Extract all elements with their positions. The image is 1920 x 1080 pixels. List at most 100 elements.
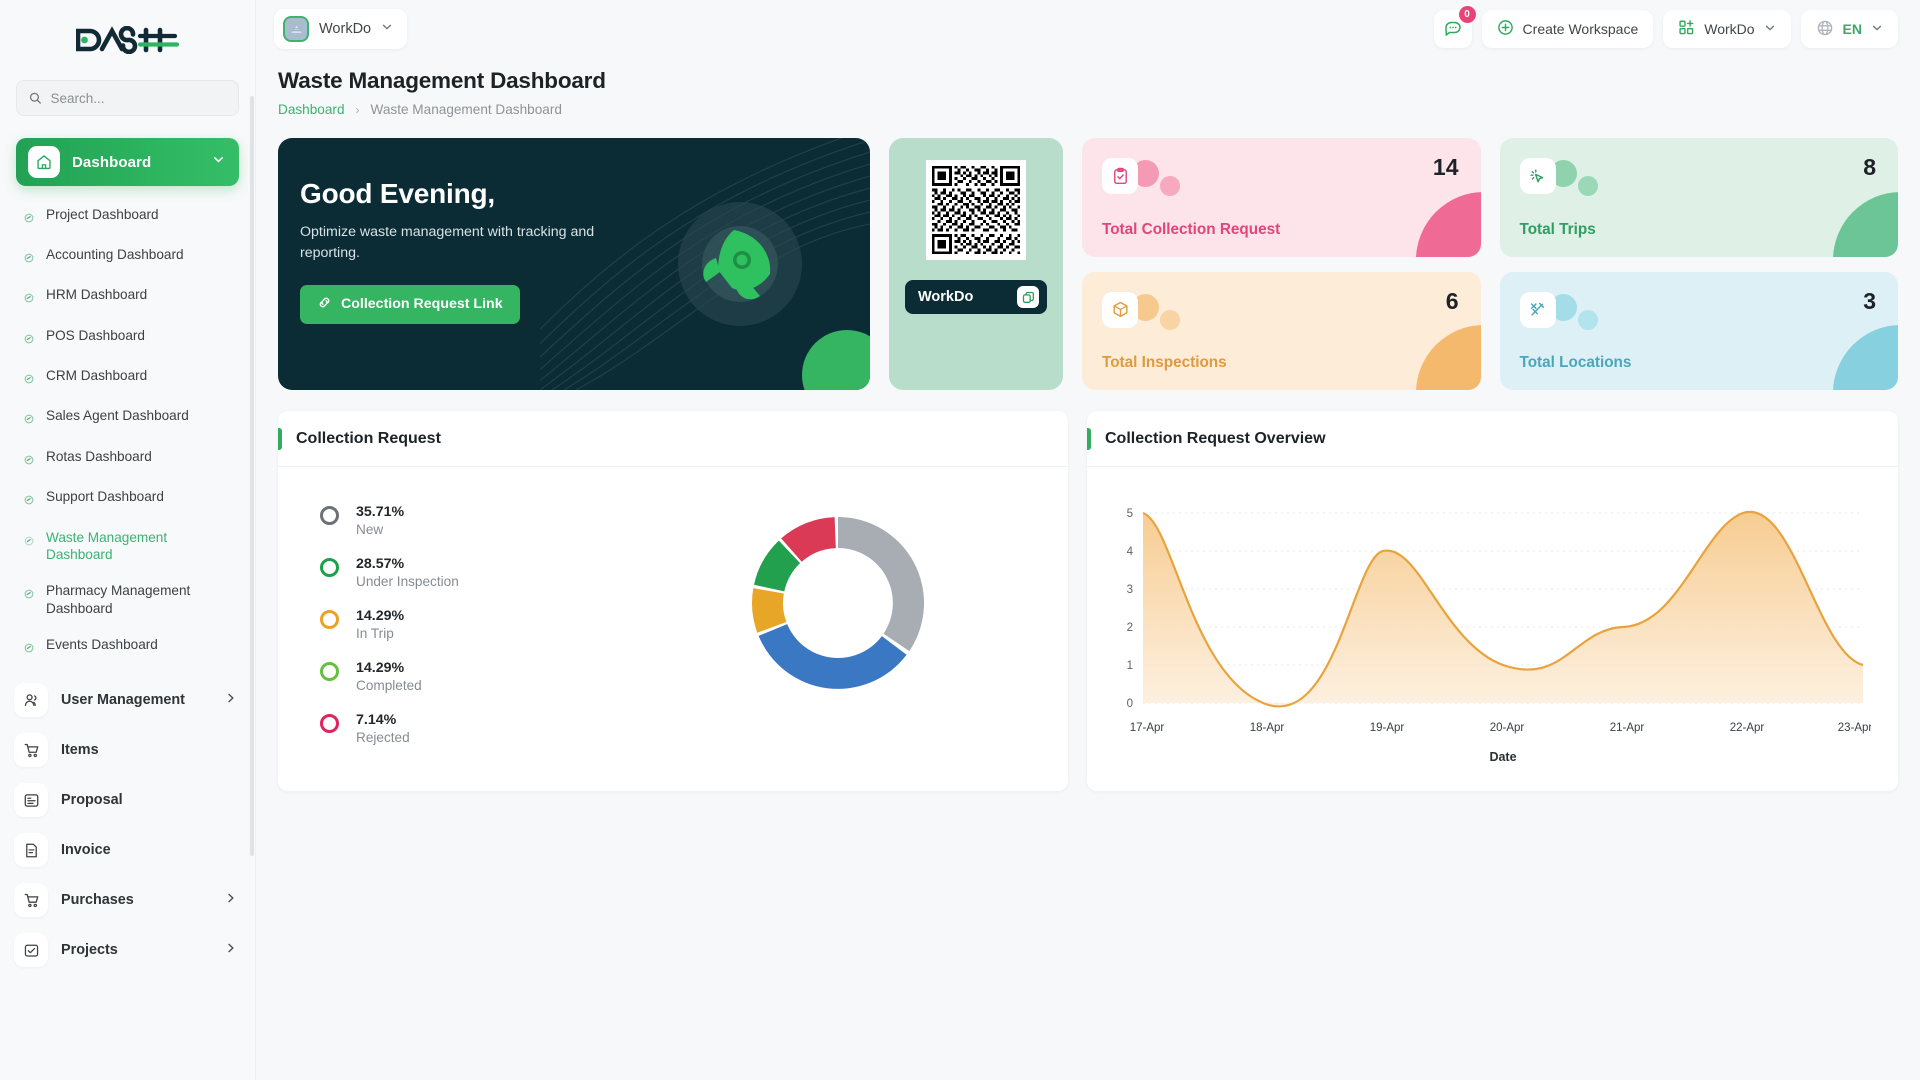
sidebar-subitem-label: CRM Dashboard [46,368,148,384]
donut-chart[interactable] [608,485,1068,785]
search-box[interactable] [16,80,239,116]
stat-label: Total Locations [1519,354,1632,371]
sidebar-item-items[interactable]: Items [0,725,255,775]
chevron-down-icon [212,153,225,171]
dash-logo-icon [76,26,179,54]
users-icon [14,683,48,718]
collection-request-overview-card: Collection Request Overview [1087,411,1898,791]
language-label: EN [1842,21,1862,37]
legend-marker-icon [320,610,339,629]
legend-label: Rejected [356,730,410,745]
overview-card-header: Collection Request Overview [1087,411,1898,466]
stat-label: Total Inspections [1102,354,1227,371]
sidebar-subitem-pos-dashboard[interactable]: POS Dashboard [0,317,255,357]
legend-item-completed[interactable]: 14.29% Completed [320,659,608,695]
decor-bubble [1160,176,1180,196]
building-icon [283,16,309,42]
search-input[interactable] [50,90,226,106]
stat-card-total-locations[interactable]: 3 Total Locations [1499,271,1898,390]
qr-card: WorkDo [889,138,1063,390]
page-header: Waste Management Dashboard Dashboard › W… [256,58,1920,117]
sidebar-subitem-rotas-dashboard[interactable]: Rotas Dashboard [0,438,255,478]
sidebar-item-label: User Management [61,692,185,709]
brand-logo[interactable] [0,0,255,80]
sidebar-subitem-events-dashboard[interactable]: Events Dashboard [0,627,255,667]
sidebar-item-proposal[interactable]: Proposal [0,775,255,825]
language-select[interactable]: EN [1800,10,1898,48]
legend-percent: 7.14% [356,712,397,728]
messages-button[interactable]: 0 [1433,6,1476,48]
sidebar-subitem-accounting-dashboard[interactable]: Accounting Dashboard [0,236,255,276]
legend-item-rejected[interactable]: 7.14% Rejected [320,711,608,747]
sidebar-item-dashboard[interactable]: Dashboard [16,138,239,186]
sidebar-item-user-management[interactable]: User Management [0,675,255,725]
stat-card-total-inspections[interactable]: 6 Total Inspections [1082,271,1481,390]
cart-icon [14,733,48,768]
sidebar-subitem-label: Waste Management Dashboard [46,529,168,563]
x-axis-label: Date [1489,750,1516,764]
sidebar-subitem-label: Pharmacy Management Dashboard [46,583,191,616]
stat-card-total-collection-request[interactable]: 14 Total Collection Request [1082,138,1481,257]
clipboard-check-icon [1102,158,1138,194]
svg-text:17-Apr: 17-Apr [1130,722,1165,734]
sidebar-sublist: Project Dashboard Accounting Dashboard H… [0,186,255,671]
svg-text:2: 2 [1127,622,1133,634]
sidebar-item-invoice[interactable]: Invoice [0,825,255,875]
pin-tools-icon [1519,291,1556,328]
stat-label: Total Trips [1519,220,1596,238]
bullet-arrow-icon [24,411,34,428]
qr-code [926,160,1026,260]
decor-corner [1833,191,1898,257]
svg-text:0: 0 [1127,698,1133,710]
legend-item-in-trip[interactable]: 14.29% In Trip [320,607,608,643]
legend-marker-icon [320,558,339,577]
stat-card-total-trips[interactable]: 8 Total Trips [1499,138,1898,257]
sidebar-subitem-support-dashboard[interactable]: Support Dashboard [0,479,255,519]
sidebar-subitem-waste-management-dashboard[interactable]: Waste Management Dashboard [0,519,255,573]
sidebar-item-dashboard-label: Dashboard [72,153,152,171]
overview-chart-body[interactable]: 5 4 3 2 1 0 17-Apr 18-Apr 19-Apr 2 [1087,467,1898,788]
legend-label: New [356,522,384,537]
sidebar-subitem-hrm-dashboard[interactable]: HRM Dashboard [0,277,255,317]
workspace-switcher[interactable]: WorkDo [274,9,408,49]
svg-text:21-Apr: 21-Apr [1610,722,1645,734]
cursor-click-icon [1519,158,1556,194]
workspace-select[interactable]: WorkDo [1663,10,1791,48]
copy-icon[interactable] [1017,286,1039,308]
sidebar-subitem-sales-agent-dashboard[interactable]: Sales Agent Dashboard [0,398,255,438]
sidebar-subitem-label: Project Dashboard [46,206,159,222]
main-content: WorkDo 0 [256,0,1920,1080]
messages-badge: 0 [1458,6,1476,23]
create-workspace-button[interactable]: Create Workspace [1481,10,1654,48]
stat-label: Total Collection Request [1102,220,1281,238]
legend-item-new[interactable]: 35.71% New [320,503,608,539]
sidebar-subitem-label: Sales Agent Dashboard [46,408,189,424]
sidebar-subitem-project-dashboard[interactable]: Project Dashboard [0,196,255,236]
sidebar-item-projects[interactable]: Projects [0,925,255,975]
greeting-title: Good Evening, [300,178,495,209]
decor-corner [1415,325,1481,390]
bullet-arrow-icon [24,210,34,227]
sidebar-subitem-crm-dashboard[interactable]: CRM Dashboard [0,358,255,398]
chevron-down-icon [1764,21,1776,37]
chevron-right-icon [225,891,237,909]
bullet-arrow-icon [24,586,34,603]
overview-title: Collection Request Overview [1105,430,1326,447]
sidebar-item-label: Items [61,742,99,759]
collection-request-link-button[interactable]: Collection Request Link [300,284,520,324]
sidebar-item-purchases[interactable]: Purchases [0,875,255,925]
legend-marker-icon [320,714,339,733]
sidebar-scrollbar[interactable] [250,96,254,856]
breadcrumb-root[interactable]: Dashboard [278,102,345,117]
svg-text:22-Apr: 22-Apr [1730,722,1765,734]
sidebar-subitem-pharmacy-management-dashboard[interactable]: Pharmacy Management Dashboard [0,573,255,627]
chevron-down-icon [1871,21,1883,37]
collection-request-title: Collection Request [296,430,441,447]
decor-bubble [1160,309,1180,330]
sidebar-item-label: Projects [61,942,118,959]
stat-value: 8 [1863,154,1876,180]
dashboard-top-row: Good Evening, Optimize waste management … [256,117,1920,390]
legend-label: Under Inspection [356,574,459,589]
legend-item-under-inspection[interactable]: 28.57% Under Inspection [320,555,608,591]
legend-percent: 14.29% [356,608,405,624]
